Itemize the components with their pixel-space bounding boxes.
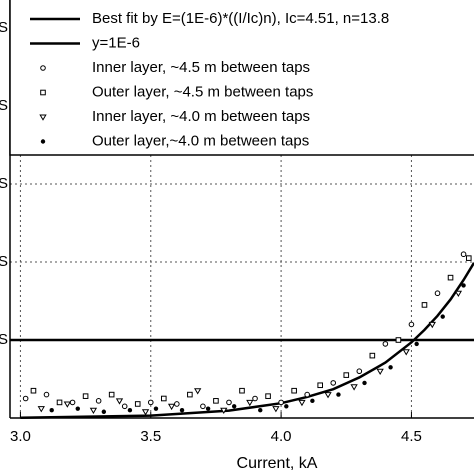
y-tick-label: S: [0, 253, 8, 270]
legend-label: y=1E-6: [92, 34, 140, 51]
legend-label: Inner layer, ~4.0 m between taps: [92, 108, 310, 125]
marker: [402, 349, 410, 356]
marker: [278, 399, 284, 406]
marker: [421, 302, 428, 308]
marker: [220, 407, 228, 414]
marker: [461, 283, 466, 288]
marker: [395, 337, 402, 343]
x-axis-label: Current, kA: [237, 455, 318, 472]
y-tick-label: S: [0, 19, 8, 36]
marker: [272, 406, 280, 413]
marker: [231, 404, 237, 409]
marker: [37, 406, 45, 413]
marker: [414, 341, 419, 347]
marker: [239, 387, 245, 394]
marker: [317, 382, 324, 389]
marker: [43, 391, 50, 398]
marker: [350, 384, 358, 391]
marker: [460, 251, 467, 258]
marker: [101, 409, 107, 414]
marker: [440, 314, 445, 319]
marker: [95, 398, 102, 404]
marker: [408, 321, 415, 328]
marker: [56, 399, 63, 406]
marker: [291, 387, 297, 394]
marker: [108, 391, 115, 398]
marker: [226, 399, 232, 406]
marker: [304, 391, 310, 398]
marker: [310, 398, 315, 404]
marker: [30, 387, 37, 394]
marker: [213, 398, 219, 404]
marker: [167, 403, 176, 411]
x-tick-label: 4.0: [271, 428, 292, 445]
marker: [388, 365, 393, 370]
marker: [147, 399, 154, 406]
marker: [454, 290, 463, 298]
marker: [284, 404, 289, 409]
marker: [153, 406, 159, 411]
marker: [428, 321, 436, 329]
marker: [40, 89, 46, 96]
marker: [382, 341, 389, 347]
marker: [115, 398, 124, 405]
marker: [40, 139, 46, 144]
legend-label: Outer layer, ~4.5 m between taps: [92, 83, 313, 100]
marker: [362, 380, 367, 386]
marker: [465, 255, 472, 261]
marker: [298, 399, 306, 407]
marker: [49, 408, 54, 413]
marker: [174, 401, 180, 407]
marker: [40, 65, 46, 71]
legend: Best fit by E=(1E-6)*((I/Ic)n), Ic=4.51,…: [9, 0, 474, 156]
marker: [121, 403, 128, 410]
legend-label: Outer layer,~4.0 m between taps: [92, 132, 309, 149]
marker: [369, 352, 376, 359]
x-tick-label: 4.5: [401, 428, 422, 445]
marker: [324, 392, 332, 399]
x-tick-label: 3.0: [10, 428, 31, 445]
marker: [134, 401, 141, 407]
y-tick-label: S: [0, 331, 8, 348]
marker: [22, 395, 29, 402]
marker: [141, 409, 150, 416]
x-tick-label: 3.5: [140, 428, 161, 445]
marker: [200, 403, 206, 410]
marker: [336, 392, 341, 397]
marker: [187, 391, 193, 398]
marker: [246, 399, 254, 407]
marker: [75, 406, 80, 411]
marker: [82, 393, 89, 399]
marker: [63, 401, 72, 408]
y-tick-label: S: [0, 175, 8, 192]
marker: [376, 368, 384, 376]
fit-line: [20, 262, 474, 420]
marker: [447, 274, 454, 281]
marker: [127, 408, 133, 413]
marker: [265, 393, 271, 399]
marker: [160, 395, 167, 402]
y-tick-label: S: [0, 97, 8, 114]
legend-label: Best fit by E=(1E-6)*((I/Ic)n), Ic=4.51,…: [92, 10, 389, 27]
marker: [343, 372, 350, 378]
marker: [89, 407, 98, 414]
marker: [39, 114, 47, 121]
marker: [179, 408, 185, 413]
marker: [69, 399, 76, 406]
marker: [356, 368, 363, 375]
marker: [194, 388, 202, 395]
marker: [330, 380, 337, 386]
legend-label: Inner layer, ~4.5 m between taps: [92, 59, 310, 76]
marker: [252, 395, 258, 402]
marker: [258, 408, 263, 413]
legend-box: [9, 0, 474, 156]
marker: [205, 406, 211, 411]
marker: [434, 290, 441, 297]
